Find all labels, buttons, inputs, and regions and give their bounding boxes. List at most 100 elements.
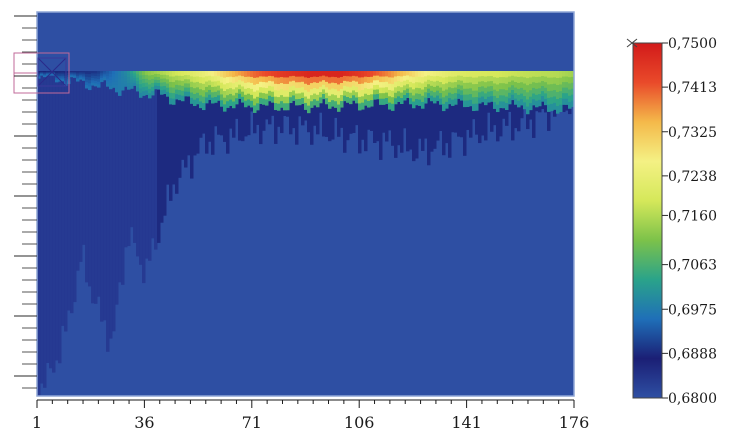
heat-cell xyxy=(169,98,173,105)
heat-cell xyxy=(235,98,239,105)
heat-cell xyxy=(517,71,521,78)
heat-cell xyxy=(427,88,431,94)
heat-cell-dark xyxy=(175,71,179,194)
heat-cell xyxy=(373,71,377,77)
heat-cell xyxy=(163,85,167,91)
heat-cell xyxy=(535,88,539,96)
heat-cell xyxy=(100,74,104,77)
heat-cell-dark xyxy=(148,71,152,261)
heat-cell xyxy=(49,71,53,73)
heat-cell xyxy=(310,89,314,96)
heat-cell xyxy=(565,82,569,89)
heat-cell xyxy=(295,82,299,89)
heat-cell xyxy=(154,76,158,81)
heat-cell xyxy=(367,82,371,90)
heat-cell xyxy=(349,76,353,83)
heat-cell xyxy=(565,71,569,78)
heat-cell xyxy=(40,71,44,73)
heat-cell xyxy=(277,71,281,79)
heat-cell-dark xyxy=(397,71,401,146)
heat-cell xyxy=(532,82,536,89)
heat-cell xyxy=(187,87,191,93)
heat-cell xyxy=(400,87,404,94)
heat-cell xyxy=(409,71,413,78)
heat-cell xyxy=(523,102,527,110)
heat-cell xyxy=(349,92,353,99)
heat-cell xyxy=(475,90,479,98)
heat-cell-dark xyxy=(364,71,368,152)
heat-cell xyxy=(316,94,320,102)
heat-cell xyxy=(229,82,233,89)
heat-cell xyxy=(541,86,545,92)
heat-cell xyxy=(277,77,281,85)
heat-cell xyxy=(202,90,206,98)
heat-cell xyxy=(130,71,134,75)
heat-cell xyxy=(523,71,527,78)
heat-cell xyxy=(241,71,245,77)
heat-cell xyxy=(526,92,530,101)
heat-cell xyxy=(403,95,407,101)
heat-cell xyxy=(514,93,518,100)
heat-cell-dark xyxy=(211,71,215,155)
heat-cell xyxy=(178,75,182,82)
heat-cell xyxy=(265,71,269,78)
heat-cell-dark xyxy=(154,71,158,250)
heat-cell xyxy=(478,76,482,83)
heat-cell xyxy=(124,71,128,75)
heat-cell xyxy=(271,76,275,82)
heat-cell xyxy=(505,90,509,98)
heat-cell xyxy=(487,81,491,88)
heat-cell-dark xyxy=(436,71,440,141)
heat-cell xyxy=(304,83,308,91)
heat-cell xyxy=(277,103,281,111)
heat-cell xyxy=(235,81,239,88)
heat-cell xyxy=(466,100,470,108)
heat-cell xyxy=(541,96,545,102)
heat-cell xyxy=(367,100,371,108)
heat-cell xyxy=(196,92,200,99)
heat-cell xyxy=(475,71,479,79)
heat-cell xyxy=(481,81,485,87)
heat-cell-dark xyxy=(463,71,467,156)
heat-cell xyxy=(475,97,479,105)
heat-cell xyxy=(475,84,479,92)
heat-cell xyxy=(439,98,443,105)
heat-cell xyxy=(442,97,446,105)
heat-cell xyxy=(316,71,320,78)
heat-cell xyxy=(457,71,461,77)
heat-cell xyxy=(133,71,137,74)
heat-cell xyxy=(508,81,512,88)
heat-cell xyxy=(403,80,407,87)
heat-cell xyxy=(262,76,266,83)
plot-area xyxy=(36,11,575,397)
heat-cell xyxy=(349,87,353,94)
heat-cell xyxy=(151,78,155,84)
heat-cell xyxy=(487,71,491,77)
heat-cell xyxy=(448,87,452,94)
heat-cell xyxy=(214,97,218,103)
heat-cell xyxy=(184,71,188,76)
heat-cell xyxy=(394,92,398,99)
heat-cell xyxy=(226,71,230,78)
heat-cell xyxy=(439,82,443,89)
heat-cell xyxy=(79,73,83,76)
heat-cell xyxy=(178,94,182,101)
heat-cell xyxy=(442,84,446,92)
heat-cell xyxy=(190,81,194,88)
heat-cell xyxy=(109,79,113,84)
heat-cell xyxy=(499,95,503,102)
heat-cell xyxy=(217,80,221,87)
heat-cell xyxy=(268,75,272,82)
heat-cell xyxy=(217,75,221,82)
x-axis: 1 36 71 106 141 176 xyxy=(32,399,589,432)
heat-cell xyxy=(325,87,329,94)
heat-cell-dark xyxy=(109,71,113,339)
heat-cell xyxy=(112,73,116,78)
heat-cell xyxy=(148,71,152,77)
heat-cell xyxy=(139,84,143,90)
heat-cell xyxy=(106,73,110,77)
heat-cell xyxy=(478,81,482,88)
heat-cell-dark xyxy=(172,71,176,185)
heat-cell-dark xyxy=(358,71,362,154)
heat-cell xyxy=(550,77,554,85)
